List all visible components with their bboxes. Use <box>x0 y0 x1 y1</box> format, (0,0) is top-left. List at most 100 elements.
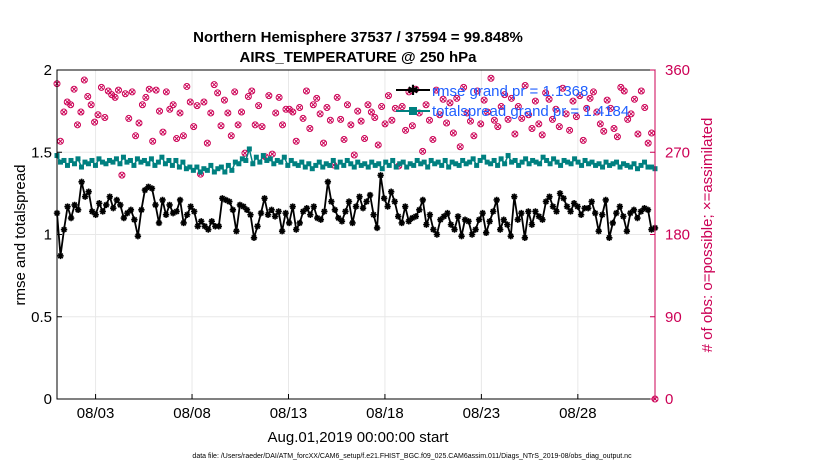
totalspread-point <box>610 161 616 167</box>
rmse-point <box>620 213 627 220</box>
x-tick-label: 08/23 <box>463 405 501 422</box>
obs-assimilated-point <box>625 116 631 122</box>
obs-possible-point <box>217 122 225 130</box>
obs-assimilated-point <box>628 111 634 117</box>
totalspread-point <box>589 159 595 165</box>
totalspread-point <box>649 164 655 170</box>
obs-possible-point <box>186 98 194 106</box>
rmse-point <box>440 213 448 220</box>
obs-assimilated-point <box>474 88 480 94</box>
obs-assimilated-point <box>515 104 521 110</box>
obs-possible-point <box>449 129 457 137</box>
totalspread-point <box>547 161 553 167</box>
totalspread-point <box>386 162 392 168</box>
obs-possible-point <box>586 94 594 102</box>
totalspread-point <box>190 167 196 173</box>
totalspread-series <box>54 146 658 175</box>
rmse-point <box>384 203 391 210</box>
totalspread-point <box>435 159 441 165</box>
totalspread-point <box>554 159 560 165</box>
obs-possible-point <box>630 95 638 103</box>
obs-assimilated-point <box>584 105 590 111</box>
obs-assimilated-point <box>399 104 405 110</box>
rmse-point <box>542 198 550 205</box>
y-right-tick-label: 270 <box>665 144 690 161</box>
totalspread-point <box>484 159 490 165</box>
obs-possible-point <box>552 105 560 113</box>
totalspread-point <box>337 159 343 165</box>
rmse-point <box>71 201 78 209</box>
obs-assimilated-point <box>522 82 528 89</box>
obs-possible-point <box>173 135 181 143</box>
rmse-point <box>451 226 458 233</box>
obs-assimilated-point <box>180 133 186 139</box>
totalspread-point <box>607 162 613 168</box>
rmse-point <box>627 209 634 217</box>
totalspread-point <box>565 159 571 165</box>
totalspread-point <box>176 164 182 170</box>
rmse-point <box>166 201 173 209</box>
obs-assimilated-point <box>498 104 504 110</box>
obs-assimilated-point <box>461 84 467 90</box>
totalspread-point <box>152 162 158 168</box>
obs-assimilated-point <box>191 124 197 130</box>
rmse-point <box>380 195 388 202</box>
rmse-point <box>268 206 275 214</box>
obs-assimilated-point <box>218 123 224 129</box>
obs-possible-point <box>514 103 522 111</box>
rmse-point <box>187 203 194 210</box>
obs-possible-point <box>326 116 334 124</box>
totalspread-point <box>302 164 308 170</box>
obs-possible-point <box>118 171 126 179</box>
obs-assimilated-point <box>174 135 180 142</box>
totalspread-point <box>568 161 574 167</box>
obs-assimilated-point <box>139 102 145 108</box>
rmse-point <box>514 216 522 223</box>
obs-possible-point <box>67 101 75 109</box>
totalspread-point <box>194 164 200 170</box>
obs-possible-point <box>337 115 345 123</box>
obs-assimilated-point <box>163 89 169 95</box>
rmse-point <box>106 193 113 200</box>
obs-possible-point <box>408 122 416 130</box>
obs-assimilated-point <box>348 122 354 128</box>
rmse-point <box>430 226 437 233</box>
rmse-point <box>609 219 616 227</box>
obs-assimilated-point <box>594 109 600 115</box>
rmse-point <box>637 208 645 215</box>
totalspread-point <box>425 164 431 170</box>
obs-possible-point <box>593 108 601 116</box>
rmse-point <box>641 204 648 212</box>
obs-possible-point <box>152 86 160 94</box>
rmse-point <box>261 195 268 202</box>
rmse-point <box>124 209 131 217</box>
totalspread-point <box>463 161 469 167</box>
rmse-point <box>78 178 85 186</box>
rmse-point <box>507 232 514 240</box>
obs-possible-point <box>156 107 164 115</box>
totalspread-point <box>141 157 147 163</box>
totalspread-point <box>281 154 287 160</box>
obs-assimilated-point <box>273 110 279 116</box>
totalspread-point <box>400 159 406 165</box>
rmse-point <box>85 188 92 195</box>
obs-assimilated-point <box>225 110 231 116</box>
obs-possible-point <box>422 101 430 109</box>
totalspread-point <box>561 157 567 163</box>
rmse-point <box>472 226 479 233</box>
obs-assimilated-point <box>235 122 241 128</box>
totalspread-point <box>271 161 277 167</box>
totalspread-point <box>621 161 627 167</box>
totalspread-point <box>215 166 221 172</box>
rmse-point <box>331 206 339 214</box>
rmse-point <box>342 208 349 215</box>
rmse-point <box>324 178 332 186</box>
rmse-point <box>486 218 493 225</box>
obs-possible-point <box>381 120 389 128</box>
rmse-point <box>644 206 652 214</box>
totalspread-point <box>327 162 333 168</box>
obs-possible-point <box>596 120 604 128</box>
obs-possible-point <box>244 93 252 101</box>
rmse-point <box>257 209 265 217</box>
rmse-point <box>553 208 560 215</box>
